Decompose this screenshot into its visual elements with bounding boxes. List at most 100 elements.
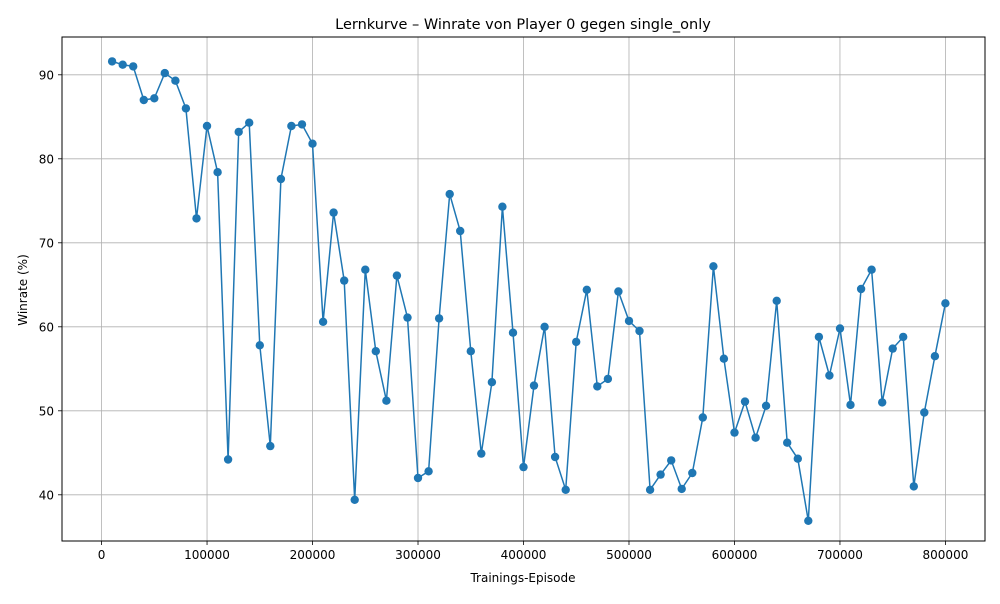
data-point [572,337,581,347]
data-point [466,347,475,356]
data-point [593,382,602,391]
data-point [181,104,191,113]
data-point [255,341,264,350]
data-point [160,68,169,78]
data-point [434,314,444,323]
data-point [139,95,148,105]
data-point [371,347,380,356]
data-point [129,62,138,71]
data-point [107,57,117,66]
data-point [361,265,370,274]
chart-title: Lernkurve – Winrate von Player 0 gegen s… [335,17,711,33]
data-point [456,226,465,236]
x-axis-label: Trainings-Episode [469,571,575,585]
data-point [772,296,781,305]
y-tick-label: 50 [39,404,54,418]
x-tick-label: 500000 [606,548,652,562]
data-point [487,378,497,387]
data-point [867,265,876,274]
data-point [413,473,423,483]
x-tick-label: 700000 [817,548,863,562]
data-point [930,352,940,361]
data-point [846,400,855,410]
data-point [740,397,750,406]
data-point [624,316,634,326]
data-point [677,484,686,494]
x-tick-label: 0 [98,548,106,562]
x-tick-label: 800000 [923,548,969,562]
data-point [561,485,570,494]
data-point [424,467,433,476]
grid [62,37,985,541]
data-point [213,168,222,177]
y-tick-label: 60 [39,320,54,334]
data-point [266,441,275,451]
y-tick-label: 40 [39,488,54,502]
x-tick-label: 400000 [501,548,547,562]
data-point [403,313,412,322]
data-point [498,202,507,211]
data-point [878,398,887,407]
data-point [318,317,328,326]
x-tick-label: 300000 [395,548,441,562]
data-point [614,287,623,296]
data-point [287,121,296,131]
data-point [529,381,539,390]
data-point [192,214,201,223]
data-point [276,174,286,184]
data-point [329,208,338,217]
data-point [519,462,528,472]
data-point [582,285,591,294]
y-tick-label: 90 [39,68,54,82]
series-line [111,60,947,521]
data-point [825,371,834,380]
x-axis: 0 100000 200000 300000 400000 500000 600000 700… [98,541,969,562]
data-point [804,516,813,525]
data-point [709,262,718,271]
y-tick-label: 80 [39,152,54,166]
data-point [392,271,402,280]
data-point [540,322,549,331]
data-point [645,485,655,494]
series-markers [107,57,950,525]
data-point [245,118,254,127]
y-axis-label: Winrate (%) [16,254,30,326]
data-point [667,456,676,465]
data-point [603,374,613,384]
data-point [340,276,349,285]
data-point [656,470,665,479]
data-point [171,76,180,85]
data-point [835,324,845,333]
x-tick-label: 100000 [184,548,230,562]
data-point [856,284,866,294]
data-point [382,396,391,405]
data-point [793,454,802,463]
y-tick-label: 70 [39,236,54,250]
data-point [477,449,486,458]
data-point [202,121,212,131]
data-point [150,94,159,103]
data-point [899,332,908,342]
data-point [730,428,739,437]
y-axis: 40 50 60 70 80 90 [39,68,62,502]
data-point [909,482,918,491]
data-point [223,455,233,464]
data-point [941,299,950,308]
x-tick-label: 600000 [712,548,758,562]
data-point [350,495,359,504]
data-point [445,189,454,199]
data-point [783,438,792,447]
data-point [508,328,518,337]
data-point [814,332,824,342]
data-point [761,401,771,410]
data-point [297,120,307,129]
data-point [635,326,644,336]
data-point [308,139,317,148]
data-point [118,60,127,69]
data-point [888,344,897,353]
data-point [920,408,929,417]
data-point [719,354,729,363]
